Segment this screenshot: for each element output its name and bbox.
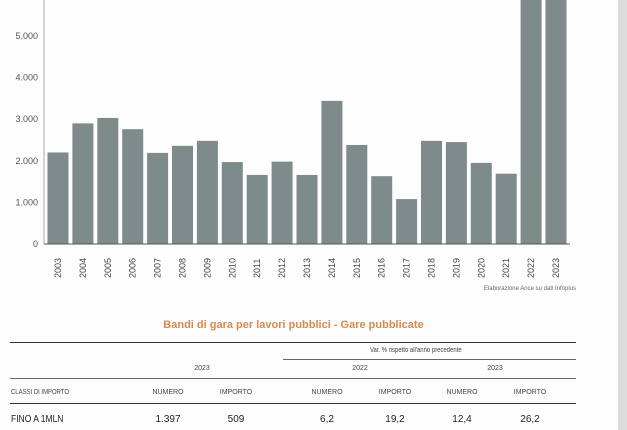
col-header: NUMERO <box>152 389 184 396</box>
col-header: IMPORTO <box>219 389 253 396</box>
y-tick-label: 2.000 <box>15 156 38 166</box>
cell: 1.397 <box>155 414 181 425</box>
x-tick-label: 2023 <box>551 258 561 278</box>
y-tick-label: 0 <box>33 239 38 249</box>
bar-2006 <box>122 129 144 244</box>
var-header: Var. % rispetto all'anno precedente <box>370 347 462 354</box>
x-tick-label: 2016 <box>377 258 387 278</box>
x-tick-label: 2008 <box>178 258 188 278</box>
bar-2019 <box>445 142 467 244</box>
x-tick-label: 2021 <box>501 258 511 278</box>
bar-2013 <box>296 174 318 244</box>
x-tick-label: 2018 <box>427 258 437 278</box>
x-tick-label: 2017 <box>402 258 412 278</box>
year-header: 2022 <box>352 365 368 372</box>
bar-2023 <box>545 0 567 244</box>
divider <box>10 378 576 379</box>
bar-2004 <box>72 123 94 244</box>
x-tick-label: 2019 <box>451 258 461 278</box>
bar-2005 <box>97 117 119 244</box>
divider <box>283 359 576 360</box>
bar-2010 <box>221 162 243 244</box>
scrollbar[interactable] <box>618 0 627 430</box>
x-tick-label: 2006 <box>128 258 138 278</box>
bar-2021 <box>495 173 517 244</box>
col-header: CLASSI DI IMPORTO <box>11 389 69 396</box>
bar-2007 <box>147 152 169 244</box>
row-label: FINO A 1MLN <box>11 414 64 425</box>
bar-2015 <box>346 144 368 244</box>
bar-2012 <box>271 161 293 244</box>
x-tick-label: 2013 <box>302 258 312 278</box>
table-title: Bandi di gara per lavori pubblici - Gare… <box>163 319 424 331</box>
x-tick-label: 2007 <box>153 258 163 278</box>
x-tick-label: 2011 <box>252 259 262 278</box>
x-tick-label: 2020 <box>476 258 486 278</box>
chart-source-note: Elaborazione Ance su dati Infoplus <box>483 286 576 292</box>
bar-2022 <box>520 0 542 244</box>
year-header: 2023 <box>194 365 210 372</box>
x-tick-label: 2005 <box>103 258 113 278</box>
x-tick-label: 2014 <box>327 258 337 278</box>
x-tick-label: 2004 <box>78 258 88 278</box>
cell: 26,2 <box>520 414 540 425</box>
bar-2008 <box>172 145 193 244</box>
x-tick-label: 2009 <box>202 258 212 278</box>
cell: 12,4 <box>452 414 472 425</box>
bar-2020 <box>470 162 492 244</box>
bar-2011 <box>246 174 268 244</box>
bar-2016 <box>371 176 393 244</box>
bar-2017 <box>396 199 418 244</box>
x-tick-label: 2015 <box>352 258 362 278</box>
bar-2014 <box>321 100 343 245</box>
x-tick-label: 2012 <box>277 258 287 278</box>
cell: 6,2 <box>320 414 334 425</box>
y-tick-label: 3.000 <box>15 114 38 124</box>
col-header: NUMERO <box>446 389 478 396</box>
y-tick-label: 4.000 <box>15 73 38 83</box>
divider <box>10 342 576 343</box>
col-header: NUMERO <box>311 389 343 396</box>
divider <box>10 403 576 404</box>
year-header: 2023 <box>487 365 503 372</box>
x-tick-label: 2010 <box>227 258 237 278</box>
cell: 509 <box>227 414 245 425</box>
bar-2003 <box>47 152 69 244</box>
bar-chart: 0 1.000 2.000 3.000 4.000 5.000 2003 2004 2005 20… <box>15 0 570 278</box>
col-header: IMPORTO <box>513 389 547 396</box>
col-header: IMPORTO <box>378 389 412 396</box>
cell: 19,2 <box>385 414 405 425</box>
x-tick-label: 2022 <box>526 258 536 278</box>
y-tick-label: 5.000 <box>15 31 38 41</box>
bar-2018 <box>421 140 442 244</box>
bar-2009 <box>196 140 218 244</box>
y-tick-label: 1.000 <box>15 197 38 207</box>
x-tick-label: 2003 <box>53 258 63 278</box>
